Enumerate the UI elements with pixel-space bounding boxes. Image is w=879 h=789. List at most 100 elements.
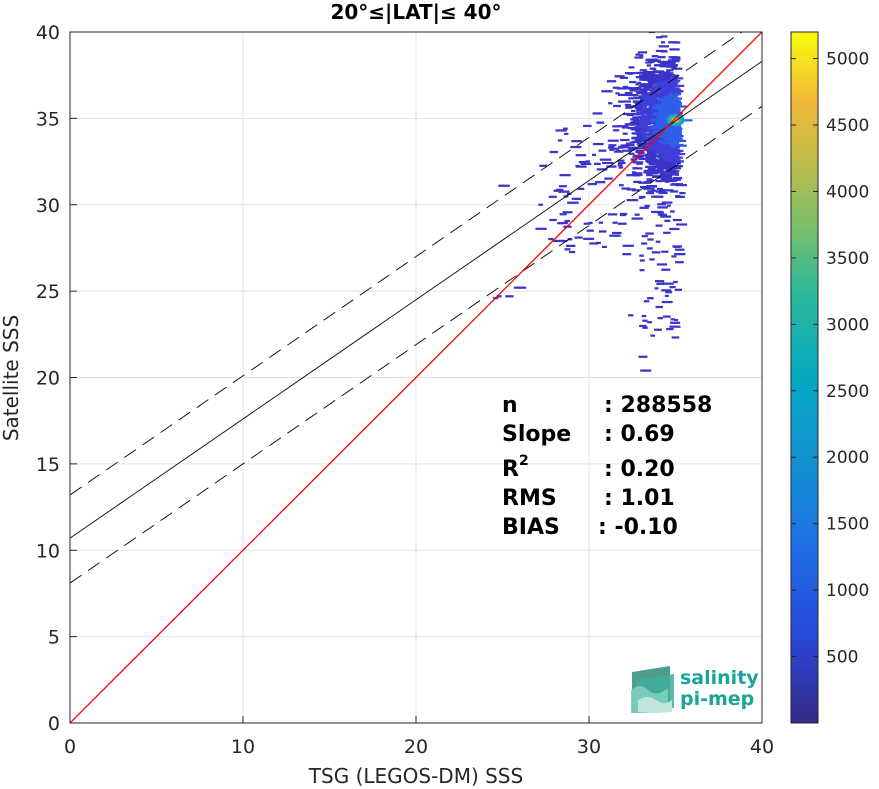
density-cell bbox=[608, 102, 613, 105]
density-cell bbox=[674, 152, 679, 155]
density-cell bbox=[660, 41, 666, 44]
density-cell bbox=[672, 111, 679, 114]
density-cell bbox=[663, 71, 671, 74]
density-cell bbox=[650, 118, 660, 121]
density-cell bbox=[652, 135, 660, 138]
density-cell bbox=[588, 221, 593, 225]
density-cell bbox=[665, 127, 670, 130]
density-cell bbox=[538, 203, 543, 206]
x-tick-label: 10 bbox=[231, 736, 255, 758]
density-cell bbox=[660, 101, 672, 104]
density-cell bbox=[630, 121, 639, 125]
density-cell bbox=[668, 72, 674, 75]
density-cell bbox=[669, 60, 680, 63]
x-tick-label: 30 bbox=[577, 736, 601, 758]
density-cell bbox=[639, 206, 649, 209]
density-cell bbox=[633, 96, 640, 100]
density-cell bbox=[642, 326, 648, 329]
density-cell bbox=[661, 129, 674, 132]
density-cell bbox=[567, 238, 573, 241]
density-cell bbox=[637, 96, 643, 100]
density-cell bbox=[618, 166, 624, 169]
density-cell bbox=[661, 201, 673, 204]
density-cell bbox=[641, 136, 653, 139]
density-cell bbox=[632, 172, 643, 175]
density-cell bbox=[639, 195, 646, 199]
density-cell bbox=[626, 199, 639, 202]
density-cell bbox=[577, 187, 585, 190]
density-cell bbox=[653, 170, 663, 173]
density-cell bbox=[659, 179, 671, 182]
density-cell bbox=[557, 139, 563, 142]
density-cell bbox=[630, 118, 640, 121]
density-cell bbox=[613, 150, 624, 153]
density-cell bbox=[637, 105, 647, 108]
upper-bound-line bbox=[70, 32, 743, 496]
density-cell bbox=[639, 69, 647, 72]
density-cell bbox=[638, 355, 648, 358]
density-cell bbox=[650, 148, 660, 151]
density-cell bbox=[632, 113, 641, 116]
density-cell bbox=[668, 179, 677, 182]
density-cell bbox=[632, 100, 645, 103]
salinity-pi-mep-logo: salinity pi-mep bbox=[631, 666, 759, 713]
density-cell bbox=[636, 162, 643, 165]
density-cell bbox=[628, 147, 639, 150]
density-cell bbox=[666, 94, 676, 97]
density-cell bbox=[592, 142, 604, 146]
density-cell bbox=[673, 156, 683, 159]
density-cell bbox=[646, 100, 658, 103]
density-cell bbox=[635, 150, 645, 153]
density-cell bbox=[641, 99, 651, 103]
density-cell bbox=[665, 154, 673, 157]
density-cell bbox=[618, 100, 625, 103]
density-cell bbox=[628, 97, 634, 100]
density-cell bbox=[646, 158, 658, 161]
density-cell bbox=[657, 81, 667, 84]
stat-n-label: n bbox=[502, 393, 518, 418]
density-cell bbox=[648, 92, 661, 95]
density-cell bbox=[668, 140, 674, 144]
y-axis-ticks: 0 5 10 15 20 25 30 35 40 bbox=[36, 22, 77, 735]
density-cell bbox=[657, 60, 664, 64]
density-cell bbox=[650, 71, 656, 74]
density-cell bbox=[664, 152, 671, 155]
density-cell bbox=[667, 139, 672, 142]
density-cell bbox=[669, 285, 676, 289]
density-cell bbox=[670, 167, 682, 170]
density-cell bbox=[635, 103, 644, 107]
density-cell bbox=[658, 105, 665, 108]
density-cell bbox=[635, 90, 642, 93]
density-cell bbox=[633, 174, 641, 177]
density-cell bbox=[627, 87, 638, 90]
density-cell bbox=[631, 171, 637, 174]
density-cell bbox=[654, 116, 662, 120]
density-cell bbox=[634, 56, 644, 59]
density-cell bbox=[638, 157, 648, 161]
density-cell bbox=[660, 170, 670, 174]
density-cell bbox=[639, 88, 647, 91]
density-cell bbox=[649, 145, 661, 148]
density-cell bbox=[672, 84, 685, 88]
density-cell bbox=[633, 94, 639, 97]
density-cell bbox=[660, 64, 672, 67]
y-tick-label: 10 bbox=[36, 540, 60, 562]
density-cell bbox=[651, 137, 663, 141]
density-cell bbox=[503, 184, 510, 187]
density-cell bbox=[674, 173, 679, 176]
density-cell bbox=[661, 61, 666, 64]
density-cell bbox=[645, 165, 655, 168]
density-cell bbox=[617, 161, 626, 165]
density-cell bbox=[676, 105, 687, 108]
x-tick-label: 40 bbox=[750, 736, 774, 758]
density-cell bbox=[672, 127, 683, 130]
density-cell bbox=[641, 93, 651, 97]
density-cell bbox=[619, 76, 629, 80]
density-cell bbox=[635, 129, 642, 133]
density-cell bbox=[513, 286, 521, 289]
colorbar-ticks: 500 1000 1500 2000 2500 3000 3500 4000 4500 5000 bbox=[791, 50, 869, 668]
density-cell bbox=[655, 49, 667, 53]
stat-r2-label: R2 bbox=[502, 453, 529, 482]
density-cell bbox=[662, 175, 670, 179]
density-cell bbox=[670, 318, 676, 321]
